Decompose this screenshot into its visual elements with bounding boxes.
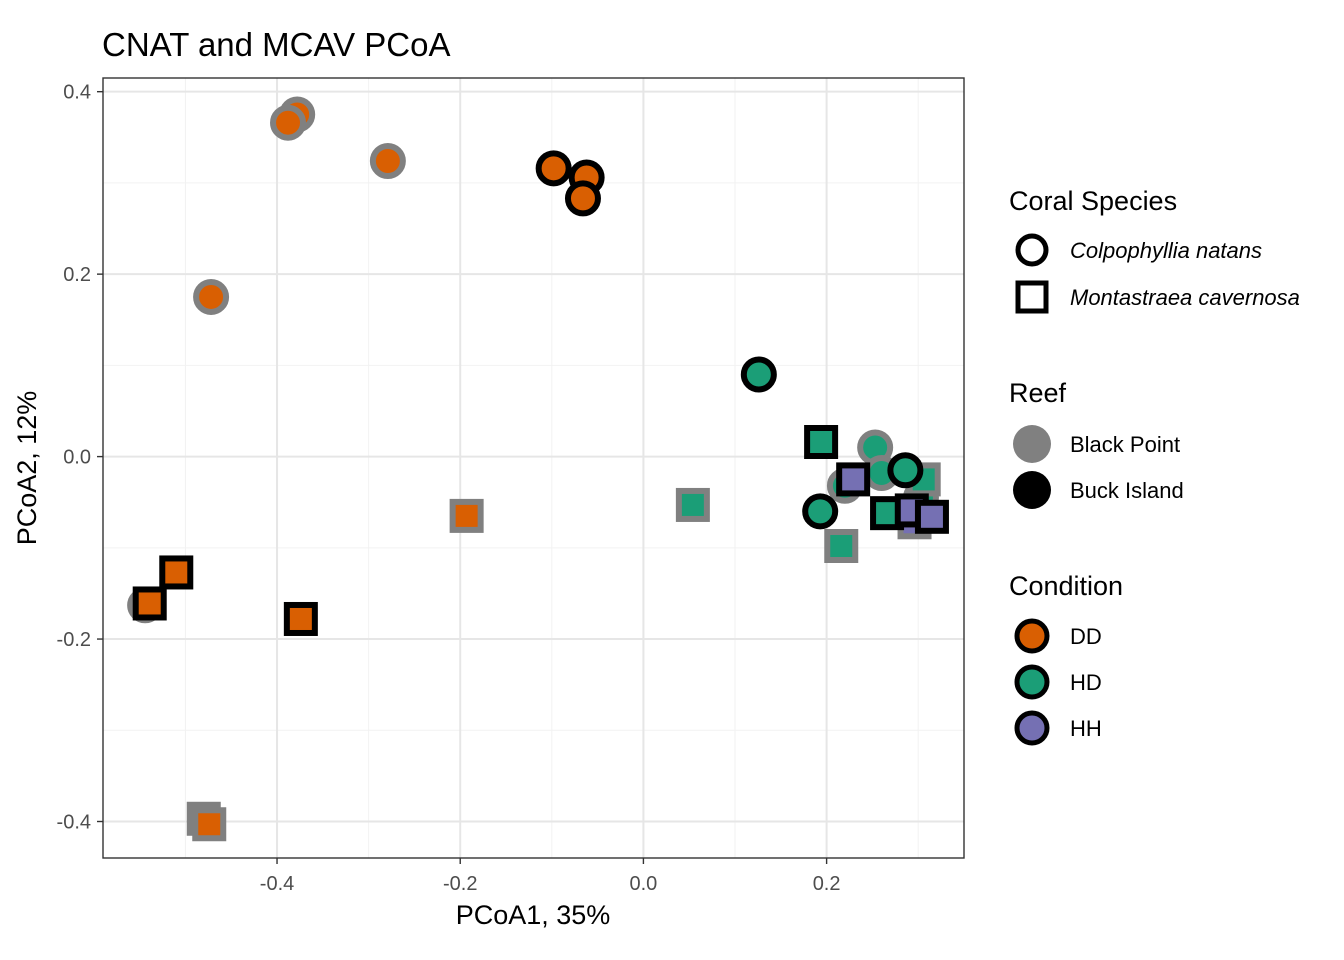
legend-reef: Reef Black Point Buck Island xyxy=(1009,378,1184,509)
point-marker-circle xyxy=(193,278,230,315)
x-tick-label: -0.2 xyxy=(443,873,477,895)
data-point xyxy=(193,278,230,315)
point-marker-square xyxy=(192,807,227,842)
data-point xyxy=(836,462,871,497)
point-marker-circle xyxy=(270,104,307,141)
point-marker-circle xyxy=(535,150,572,187)
legend-condition: Condition DD HD HH xyxy=(1009,571,1123,746)
legend-black-point-swatch xyxy=(1013,425,1051,463)
data-point xyxy=(675,487,710,522)
y-tick-label: 0.4 xyxy=(63,82,91,104)
legend-label-colpophyllia: Colpophyllia natans xyxy=(1070,238,1262,263)
plot-panel xyxy=(102,77,965,859)
data-point xyxy=(535,150,572,187)
legend-coral-species: Coral Species Colpophyllia natans Montas… xyxy=(1009,186,1300,314)
legend-title-species: Coral Species xyxy=(1009,186,1177,216)
point-marker-square xyxy=(675,487,710,522)
legend-circle-icon xyxy=(1015,233,1049,267)
plot-background xyxy=(103,78,964,858)
legend-title-reef: Reef xyxy=(1009,378,1067,408)
legend-hh-swatch xyxy=(1014,710,1050,746)
point-marker-square xyxy=(449,498,484,533)
grid-lines xyxy=(103,78,964,858)
data-point xyxy=(740,356,777,393)
data-point xyxy=(449,498,484,533)
point-marker-square xyxy=(836,462,871,497)
point-marker-square xyxy=(804,425,839,459)
legend-label-black-point: Black Point xyxy=(1070,432,1180,457)
legend-label-buck-island: Buck Island xyxy=(1070,478,1184,503)
legend-label-hd: HD xyxy=(1070,670,1102,695)
data-point xyxy=(802,493,839,530)
data-point xyxy=(564,180,601,217)
y-tick-label: -0.2 xyxy=(57,629,91,651)
data-point xyxy=(132,586,167,621)
y-tick-label: -0.4 xyxy=(57,812,91,834)
data-point xyxy=(159,555,194,590)
legend-title-condition: Condition xyxy=(1009,571,1123,601)
y-axis-title: PCoA2, 12% xyxy=(12,391,42,546)
point-marker-square xyxy=(914,499,949,534)
point-marker-circle xyxy=(887,452,924,489)
legend-buck-island-swatch xyxy=(1013,471,1051,509)
point-marker-circle xyxy=(369,143,406,180)
x-axis-title: PCoA1, 35% xyxy=(456,900,611,930)
data-point xyxy=(283,601,318,636)
x-tick-label: 0.2 xyxy=(813,873,841,895)
y-tick-label: 0.2 xyxy=(63,264,91,286)
x-tick-label: 0.0 xyxy=(630,873,658,895)
data-point xyxy=(270,104,307,141)
point-marker-square xyxy=(283,601,318,636)
point-marker-circle xyxy=(802,493,839,530)
y-axis: -0.4 -0.2 0.0 0.2 0.4 xyxy=(57,82,103,834)
data-point xyxy=(887,452,924,489)
legend-label-montastraea: Montastraea cavernosa xyxy=(1070,285,1300,310)
legend-hd-swatch xyxy=(1014,664,1050,700)
plot-border xyxy=(102,77,965,859)
x-tick-label: -0.4 xyxy=(260,873,294,895)
data-point xyxy=(914,499,949,534)
x-axis: -0.4 -0.2 0.0 0.2 xyxy=(260,858,841,895)
data-point xyxy=(192,807,227,842)
point-marker-square xyxy=(824,529,859,563)
data-point xyxy=(369,143,406,180)
legend-square-icon xyxy=(1015,280,1049,314)
legend-label-hh: HH xyxy=(1070,716,1102,741)
point-marker-circle xyxy=(564,180,601,217)
legend-dd-swatch xyxy=(1014,618,1050,654)
point-marker-square xyxy=(159,555,194,590)
chart-title: CNAT and MCAV PCoA xyxy=(102,26,450,63)
data-point xyxy=(804,425,839,459)
data-points xyxy=(127,96,949,842)
point-marker-square xyxy=(132,586,167,621)
legend-label-dd: DD xyxy=(1070,624,1102,649)
data-point xyxy=(824,529,859,563)
point-marker-circle xyxy=(740,356,777,393)
y-tick-label: 0.0 xyxy=(63,447,91,469)
